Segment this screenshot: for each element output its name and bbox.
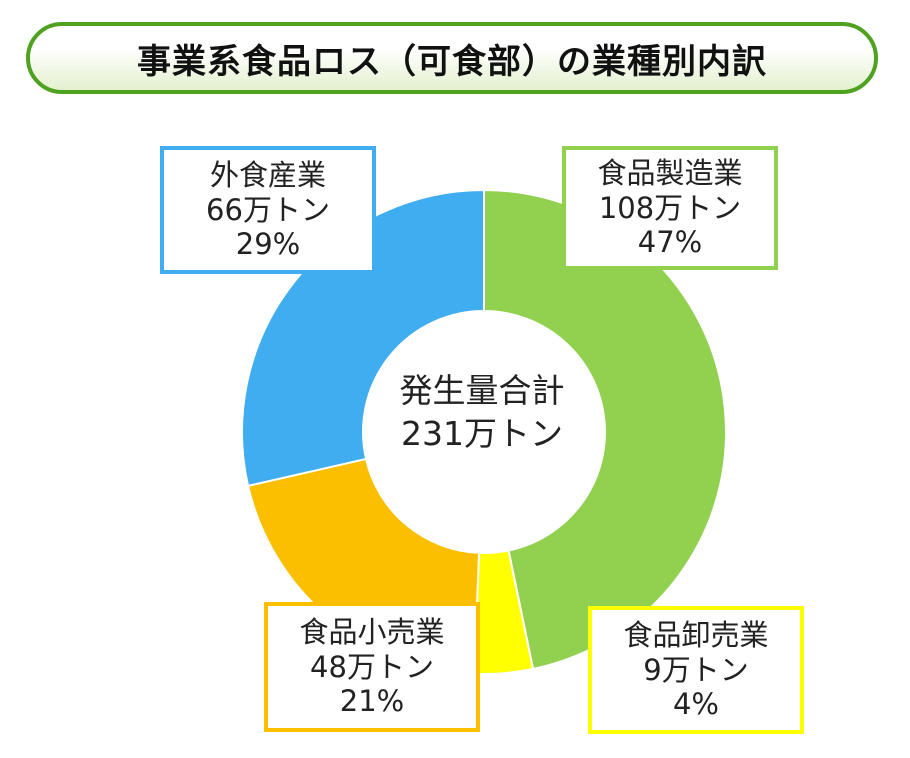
slice-percent: 4% (672, 687, 719, 722)
chart-title: 事業系食品ロス（可食部）の業種別内訳 (26, 22, 878, 94)
slice-name: 食品製造業 (597, 155, 743, 190)
slice-value: 48万トン (310, 649, 434, 684)
slice-name: 食品小売業 (299, 614, 445, 649)
slice-name: 外食産業 (209, 157, 326, 192)
slice-label-food-manufacturing: 食品製造業 108万トン 47% (562, 146, 778, 270)
slice-percent: 21% (339, 684, 405, 719)
slice-percent: 29% (235, 227, 301, 262)
donut-slice-3 (241, 188, 485, 488)
slice-label-food-service: 外食産業 66万トン 29% (160, 146, 376, 274)
slice-value: 108万トン (598, 190, 742, 225)
slice-percent: 47% (637, 225, 703, 260)
center-total-caption: 発生量合計 (399, 371, 565, 410)
center-total-value: 231万トン (401, 413, 563, 453)
slice-value: 9万トン (643, 652, 749, 687)
slice-label-food-retail: 食品小売業 48万トン 21% (264, 602, 480, 732)
slice-value: 66万トン (206, 192, 330, 227)
slice-name: 食品卸売業 (623, 617, 769, 652)
slice-label-food-wholesale: 食品卸売業 9万トン 4% (588, 606, 804, 734)
center-total-label: 発生量合計 231万トン (362, 370, 602, 456)
